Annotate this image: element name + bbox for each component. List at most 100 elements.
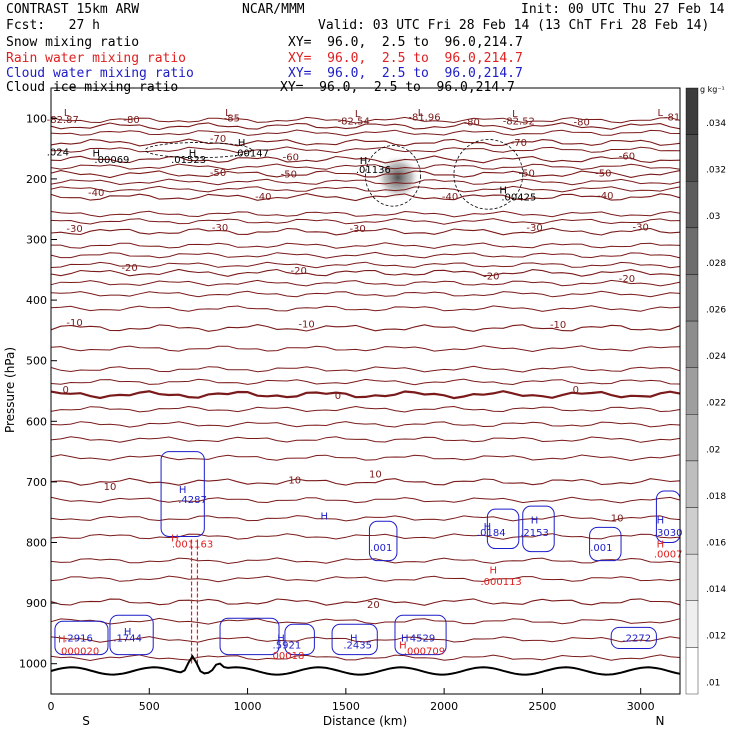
temperature-contour [50,170,681,179]
temperature-contour [50,405,681,413]
x-tick-label: 0 [48,700,55,713]
colorbar-unit: g kg⁻¹ [700,85,725,94]
temperature-label: 10 [611,513,624,524]
temperature-label: -82.87 [47,115,79,126]
cloud-water-contour [160,451,205,537]
snow-contour [144,142,252,159]
contour-labels: -82.87 -80 -85 -82.54 -81.96 -80 -82.52 -80 -81 -… [47,108,683,662]
x-tick-label: 1000 [234,700,262,713]
temperature-label: -20 [619,274,635,285]
temperature-label: -20 [290,266,306,277]
temperature-contour [50,365,681,373]
temperature-contour [50,268,681,277]
snow-label: .01136 [356,165,391,176]
temperature-label: -50 [210,168,226,179]
forecast-hour: Fcst: 27 h [6,18,100,33]
colorbar-bin [685,367,699,415]
temperature-contour [50,390,681,400]
rain-label: H [657,539,665,550]
cloud-water-label: H [657,516,665,527]
temperature-label: -40 [597,191,613,202]
rain-label: .000020 [58,647,99,658]
temperature-label: -50 [519,168,535,179]
temperature-contour [50,122,681,131]
field-snow-name: Snow mixing ratio [6,35,140,50]
cloud-water-contour [219,617,280,656]
y-tick-label: 400 [26,294,47,307]
temperature-contour [51,242,681,249]
temperature-label: -30 [633,222,649,233]
cloud-water-label: .0184 [477,528,506,539]
low-marker: L [355,109,361,120]
colorbar-bin [685,460,699,508]
temperature-contour [50,116,681,124]
cloud-water-label: .001 [370,543,392,554]
rain-label: H [490,565,498,576]
terrain-line [50,654,681,676]
temperature-label: 20 [367,600,380,611]
cloud-water-contour [368,520,398,562]
snow-label: H [499,185,507,196]
colorbar-bin [685,87,699,135]
temperature-contour [50,477,681,486]
rain-label: H [58,634,66,645]
temperature-label: -40 [442,192,458,203]
temperature-label: -81 [664,113,680,124]
colorbar-bin [685,320,699,368]
y-tick-label: 1000 [19,658,47,671]
temperature-contour [50,557,681,565]
temperature-contour [50,129,681,137]
colorbar-label: .012 [706,632,726,642]
cloud-water-label: H [531,516,539,527]
cloud-water-contour [522,505,555,553]
rain-contours [190,539,199,664]
colorbar-label: .014 [706,585,726,595]
temperature-contour [50,227,681,236]
temperature-contour [50,597,681,606]
colorbar-bin [685,647,699,695]
snow-label: H [92,148,100,159]
snow-label: .00069 [94,155,129,166]
cloud-water-label: .5921 [273,641,302,652]
axes: 0 500 1000 1500 2000 2500 30001002003004005006… [19,112,655,713]
temperature-label: -40 [88,188,104,199]
temperature-contour [50,290,681,298]
temperature-contour [50,654,681,662]
snow-label: H [189,148,197,159]
temperature-label: 0 [573,385,579,396]
cloud-water-label: .3030 [654,528,683,539]
cloud-water-label: .2916 [64,633,93,644]
y-tick-label: 200 [26,173,47,186]
colorbar-bin [685,553,699,601]
rain-label: H [171,533,179,544]
cloud-water-contour [284,623,315,656]
rain-label: H [399,641,407,652]
temperature-label: -80 [123,115,139,126]
temperature-label: -20 [121,263,137,274]
cloud-water-contour [610,626,657,650]
y-tick-label: 100 [26,112,47,125]
temperature-contour [50,514,681,522]
x-tick-label: 3000 [627,700,655,713]
temperature-contour [50,575,681,583]
cloud-water-contour [54,620,109,656]
colorbar-bin [685,600,699,648]
y-tick-label: 900 [26,597,47,610]
temperature-label: -85 [224,113,240,124]
temperature-label: -30 [526,223,542,234]
cloud-water-label: H [320,511,328,522]
x-right-end-label: N [656,714,665,728]
temperature-contour [50,454,681,462]
colorbar-bin [685,507,699,555]
colorbar: .034 .032 .03 .028 .026 .024 .022 .02 .018 .016 .0… [685,87,726,695]
colorbar-label: .022 [706,399,726,409]
temperature-label: -82.52 [503,116,535,127]
x-tick-label: 500 [139,700,160,713]
temperature-contour [50,279,681,287]
rain-label: .001163 [172,539,213,550]
temperature-label: -40 [255,192,271,203]
temperature-label: -30 [66,224,82,235]
cloud-water-label: .2153 [520,528,549,539]
snow-contour [453,139,524,210]
